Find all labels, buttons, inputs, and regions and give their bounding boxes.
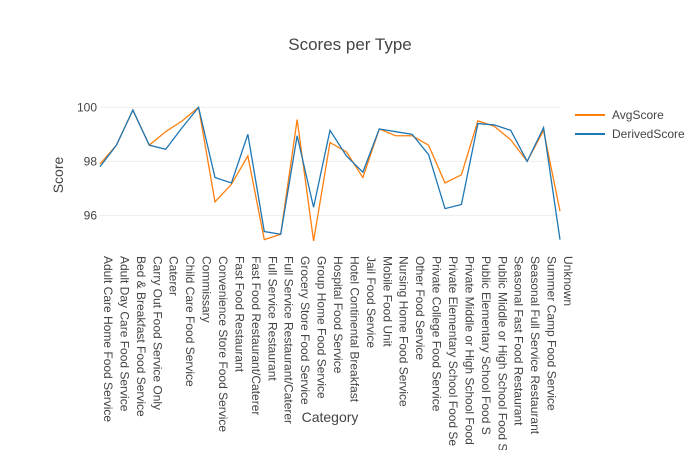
- x-tick-label: Nursing Home Food Service: [397, 256, 411, 407]
- x-tick-label: Fast Food Restaurant/Caterer: [249, 256, 263, 415]
- x-tick-label: Public Middle or High School Food S: [495, 256, 509, 450]
- legend-label: AvgScore: [612, 108, 664, 122]
- x-tick-label: Mobile Food Unit: [380, 256, 394, 347]
- x-tick-label: Hospital Food Service: [331, 256, 345, 374]
- y-tick-label: 100: [77, 100, 97, 114]
- x-tick-label: Public Elementary School Food S: [479, 256, 493, 435]
- x-tick-label: Jail Food Service: [364, 256, 378, 348]
- x-tick-label: Carry Out Food Service Only: [150, 256, 164, 410]
- x-tick-label: Unknown: [561, 256, 575, 306]
- x-tick-label: Caterer: [167, 256, 181, 296]
- x-tick-label: Bed & Breakfast Food Service: [134, 256, 148, 417]
- legend-label: DerivedScore: [612, 127, 685, 141]
- x-tick-label: Commissary: [200, 256, 214, 323]
- x-tick-label: Hotel Continental Breakfast: [347, 256, 361, 403]
- y-tick-label: 96: [84, 208, 98, 222]
- line-series: [99, 105, 561, 240]
- x-tick-label: Seasonal Full Service Restaurant: [528, 256, 542, 435]
- x-tick-label: Private College Food Service: [430, 256, 444, 412]
- x-tick-label: Private Middle or High School Food: [462, 256, 476, 445]
- x-tick-label: Fast Food Restaurant: [232, 256, 246, 373]
- y-axis-label: Score: [50, 157, 66, 194]
- y-tick-label: 98: [84, 154, 98, 168]
- x-tick-label: Other Food Service: [413, 256, 427, 360]
- x-tick-label: Adult Day Care Food Service: [117, 256, 131, 412]
- x-tick-label: Convenience Store Food Service: [216, 256, 230, 432]
- x-tick-label: Private Elementary School Food Se: [446, 256, 460, 446]
- x-tick-label: Full Service Restaurant/Caterer: [282, 256, 296, 424]
- x-tick-label: Summer Camp Food Service: [545, 256, 559, 411]
- chart-title: Scores per Type: [288, 35, 411, 54]
- x-tick-label: Group Home Food Service: [315, 256, 329, 399]
- x-axis-label: Category: [302, 409, 359, 425]
- x-tick-label: Full Service Restaurant: [265, 256, 279, 381]
- x-tick-label: Child Care Food Service: [183, 256, 197, 387]
- line-series: [99, 106, 561, 242]
- x-tick-label: Adult Care Home Food Service: [101, 256, 115, 422]
- x-tick-label: Seasonal Fast Food Restaurant: [512, 256, 526, 426]
- x-tick-label: Grocery Store Food Service: [298, 256, 312, 405]
